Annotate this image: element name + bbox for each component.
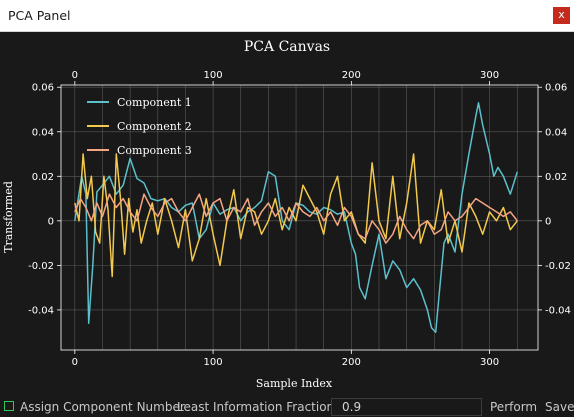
- x-tick-label-top: 200: [342, 70, 361, 81]
- legend: Component 1 Component 2 Component 3: [87, 96, 192, 157]
- y-tick-label-right: -0.04: [545, 305, 571, 316]
- series-line-3: [74, 193, 518, 244]
- series-lines: [74, 102, 519, 333]
- close-button[interactable]: x: [553, 7, 570, 24]
- y-tick-label-left: 0.04: [32, 127, 54, 138]
- title-bar: PCA Panel x: [0, 0, 574, 32]
- y-tick-label-left: -0.04: [28, 305, 54, 316]
- legend-label-3: Component 3: [117, 144, 192, 157]
- x-axis-label: Sample Index: [256, 377, 333, 390]
- x-tick-label-top: 300: [480, 70, 499, 81]
- y-tick-label-left: -0.02: [28, 261, 54, 272]
- information-fraction-input[interactable]: [331, 398, 482, 416]
- grid: [61, 85, 538, 350]
- y-tick-label-right: 0.04: [545, 127, 567, 138]
- bottom-toolbar: Assign Component Number Least Informatio…: [0, 396, 574, 417]
- y-tick-label-left: 0.06: [32, 83, 54, 94]
- x-tick-label-bottom: 100: [204, 357, 223, 368]
- y-tick-label-right: 0.02: [545, 172, 567, 183]
- y-tick-label-right: 0: [545, 216, 551, 227]
- window-title: PCA Panel: [8, 8, 71, 23]
- x-tick-label-bottom: 0: [72, 357, 78, 368]
- x-tick-label-bottom: 200: [342, 357, 361, 368]
- y-tick-label-right: -0.02: [545, 261, 571, 272]
- information-fraction-label: Least Information Fraction:: [177, 400, 339, 414]
- perform-button[interactable]: Perform: [490, 400, 538, 414]
- pca-chart: PCA Canvas 0 0 100 100 200 200 300 300 -0.04 -0.0…: [2, 39, 571, 390]
- assign-component-label: Assign Component Number: [20, 400, 185, 414]
- assign-component-checkbox[interactable]: [4, 401, 14, 411]
- x-tick-label-bottom: 300: [480, 357, 499, 368]
- axes: 0 0 100 100 200 200 300 300 -0.04 -0.04 -0.02 -0.02…: [28, 70, 571, 368]
- y-axis-label: Transformed: [2, 181, 15, 253]
- legend-label-2: Component 2: [117, 120, 192, 133]
- plot-frame: [60, 84, 539, 351]
- x-tick-label-top: 100: [204, 70, 223, 81]
- y-tick-label-right: 0.06: [545, 83, 567, 94]
- legend-label-1: Component 1: [117, 96, 192, 109]
- x-tick-label-top: 0: [72, 70, 78, 81]
- y-tick-label-left: 0: [48, 216, 54, 227]
- pca-canvas: PCA Canvas 0 0 100 100 200 200 300 300 -0.04 -0.0…: [0, 32, 574, 396]
- y-tick-label-left: 0.02: [32, 172, 54, 183]
- chart-title: PCA Canvas: [244, 39, 330, 55]
- save-button[interactable]: Save: [545, 400, 574, 414]
